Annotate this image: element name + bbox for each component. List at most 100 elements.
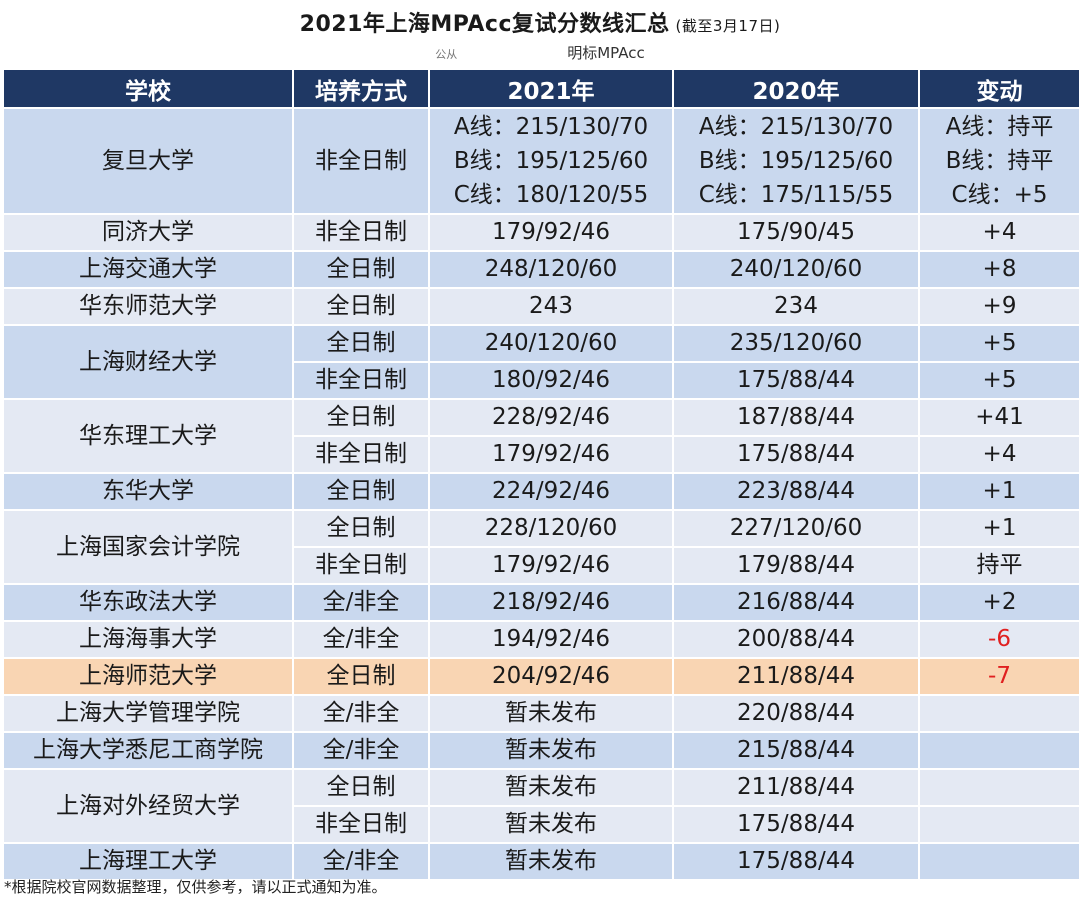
score-2020: 211/88/44: [674, 659, 918, 694]
score-change: 持平: [920, 548, 1079, 583]
score-2021: 暂未发布: [430, 807, 672, 842]
table-row: 上海大学管理学院 全/非全 暂未发布 220/88/44: [4, 696, 1079, 731]
study-mode: 全日制: [294, 770, 428, 805]
study-mode: 全日制: [294, 400, 428, 435]
school-name: 东华大学: [4, 474, 292, 509]
score-change: [920, 696, 1079, 731]
study-mode: 非全日制: [294, 807, 428, 842]
line-b-2020: B线：195/125/60: [698, 148, 894, 174]
score-2021: 暂未发布: [430, 844, 672, 879]
table-row: 非全日制 180/92/46 175/88/44 +5: [4, 363, 1079, 398]
line-a-2021: A线：215/130/70: [453, 114, 649, 140]
table-row: 东华大学 全日制 224/92/46 223/88/44 +1: [4, 474, 1079, 509]
study-mode: 全日制: [294, 659, 428, 694]
table-row: 同济大学 非全日制 179/92/46 175/90/45 +4: [4, 215, 1079, 250]
table-row: 非全日制 暂未发布 175/88/44: [4, 807, 1079, 842]
school-name: 复旦大学: [4, 109, 292, 213]
source-line: 公从 明标MPAcc: [0, 42, 1080, 63]
line-c-2020: C线：175/115/55: [698, 182, 894, 208]
study-mode: 全/非全: [294, 733, 428, 768]
school-name: 上海理工大学: [4, 844, 292, 879]
score-2021: 179/92/46: [430, 437, 672, 472]
school-name: 上海大学悉尼工商学院: [4, 733, 292, 768]
school-name: 同济大学: [4, 215, 292, 250]
header-school: 学校: [4, 70, 292, 107]
score-2020: 175/90/45: [674, 215, 918, 250]
page-title: 2021年上海MPAcc复试分数线汇总 (截至3月17日): [0, 6, 1080, 38]
school-name: 华东政法大学: [4, 585, 292, 620]
study-mode: 非全日制: [294, 215, 428, 250]
score-change: [920, 733, 1079, 768]
title-text: 2021年上海MPAcc复试分数线汇总: [299, 12, 670, 37]
line-a-2020: A线：215/130/70: [698, 114, 894, 140]
study-mode: 非全日制: [294, 437, 428, 472]
score-2020: A线：215/130/70 B线：195/125/60 C线：175/115/5…: [674, 109, 918, 213]
title-area: 2021年上海MPAcc复试分数线汇总 (截至3月17日) 公从 明标MPAcc: [0, 0, 1080, 68]
table-row: 上海财经大学 全日制 240/120/60 235/120/60 +5: [4, 326, 1079, 398]
score-2021: 179/92/46: [430, 548, 672, 583]
header-method: 培养方式: [294, 70, 428, 107]
score-2021: 180/92/46: [430, 363, 672, 398]
line-b-2021: B线：195/125/60: [453, 148, 649, 174]
table-row: 上海交通大学 全日制 248/120/60 240/120/60 +8: [4, 252, 1079, 287]
source-left: 公从: [435, 48, 458, 61]
study-mode: 非全日制: [294, 548, 428, 583]
study-mode: 全日制: [294, 474, 428, 509]
source-right: 明标MPAcc: [567, 44, 645, 62]
study-mode: 全/非全: [294, 585, 428, 620]
table-row: 华东政法大学 全/非全 218/92/46 216/88/44 +2: [4, 585, 1079, 620]
score-2021: 243: [430, 289, 672, 324]
header-row: 学校 培养方式 2021年 2020年 变动: [4, 70, 1079, 107]
school-name: 华东理工大学: [4, 400, 292, 472]
score-2020: 223/88/44: [674, 474, 918, 509]
score-2020: 227/120/60: [674, 511, 918, 546]
score-2021: 194/92/46: [430, 622, 672, 657]
table-row: 上海国家会计学院 全日制 228/120/60 227/120/60 +1: [4, 511, 1079, 583]
score-2021: 228/92/46: [430, 400, 672, 435]
score-2021: 218/92/46: [430, 585, 672, 620]
score-change: +4: [920, 215, 1079, 250]
score-change: A线：持平 B线：持平 C线：+5: [920, 109, 1079, 213]
score-2021: 暂未发布: [430, 733, 672, 768]
table-row: 上海海事大学 全/非全 194/92/46 200/88/44 -6: [4, 622, 1079, 657]
score-change: +1: [920, 511, 1079, 546]
score-2020: 211/88/44: [674, 770, 918, 805]
score-2021: 179/92/46: [430, 215, 672, 250]
score-change: [920, 807, 1079, 842]
score-change: +2: [920, 585, 1079, 620]
score-2021: 240/120/60: [430, 326, 672, 361]
school-name: 上海海事大学: [4, 622, 292, 657]
school-name: 上海国家会计学院: [4, 511, 292, 583]
table-row: 非全日制 179/92/46 179/88/44 持平: [4, 548, 1079, 583]
score-2020: 220/88/44: [674, 696, 918, 731]
title-note: (截至3月17日): [675, 17, 781, 35]
score-2021: 204/92/46: [430, 659, 672, 694]
score-change: -6: [920, 622, 1079, 657]
score-2020: 234: [674, 289, 918, 324]
score-2020: 175/88/44: [674, 363, 918, 398]
score-2021: 暂未发布: [430, 696, 672, 731]
line-c-change: C线：+5: [951, 182, 1048, 208]
study-mode: 全/非全: [294, 844, 428, 879]
score-table: 学校 培养方式 2021年 2020年 变动 复旦大学 非全日制 A线：215/…: [2, 68, 1080, 881]
header-2021: 2021年: [430, 70, 672, 107]
header-change: 变动: [920, 70, 1079, 107]
table-row: 上海理工大学 全/非全 暂未发布 175/88/44: [4, 844, 1079, 879]
school-name: 上海大学管理学院: [4, 696, 292, 731]
line-b-change: B线：持平: [945, 148, 1054, 174]
table-row: 上海师范大学 全日制 204/92/46 211/88/44 -7: [4, 659, 1079, 694]
table-row: 华东师范大学 全日制 243 234 +9: [4, 289, 1079, 324]
score-change: [920, 844, 1079, 879]
score-2020: 187/88/44: [674, 400, 918, 435]
school-name: 华东师范大学: [4, 289, 292, 324]
score-2021: 暂未发布: [430, 770, 672, 805]
line-c-2021: C线：180/120/55: [453, 182, 649, 208]
score-change: +1: [920, 474, 1079, 509]
study-mode: 全日制: [294, 289, 428, 324]
study-mode: 全/非全: [294, 696, 428, 731]
score-2020: 175/88/44: [674, 807, 918, 842]
study-mode: 全/非全: [294, 622, 428, 657]
footnote: *根据院校官网数据整理，仅供参考，请以正式通知为准。: [4, 878, 387, 896]
score-2020: 235/120/60: [674, 326, 918, 361]
school-name: 上海交通大学: [4, 252, 292, 287]
